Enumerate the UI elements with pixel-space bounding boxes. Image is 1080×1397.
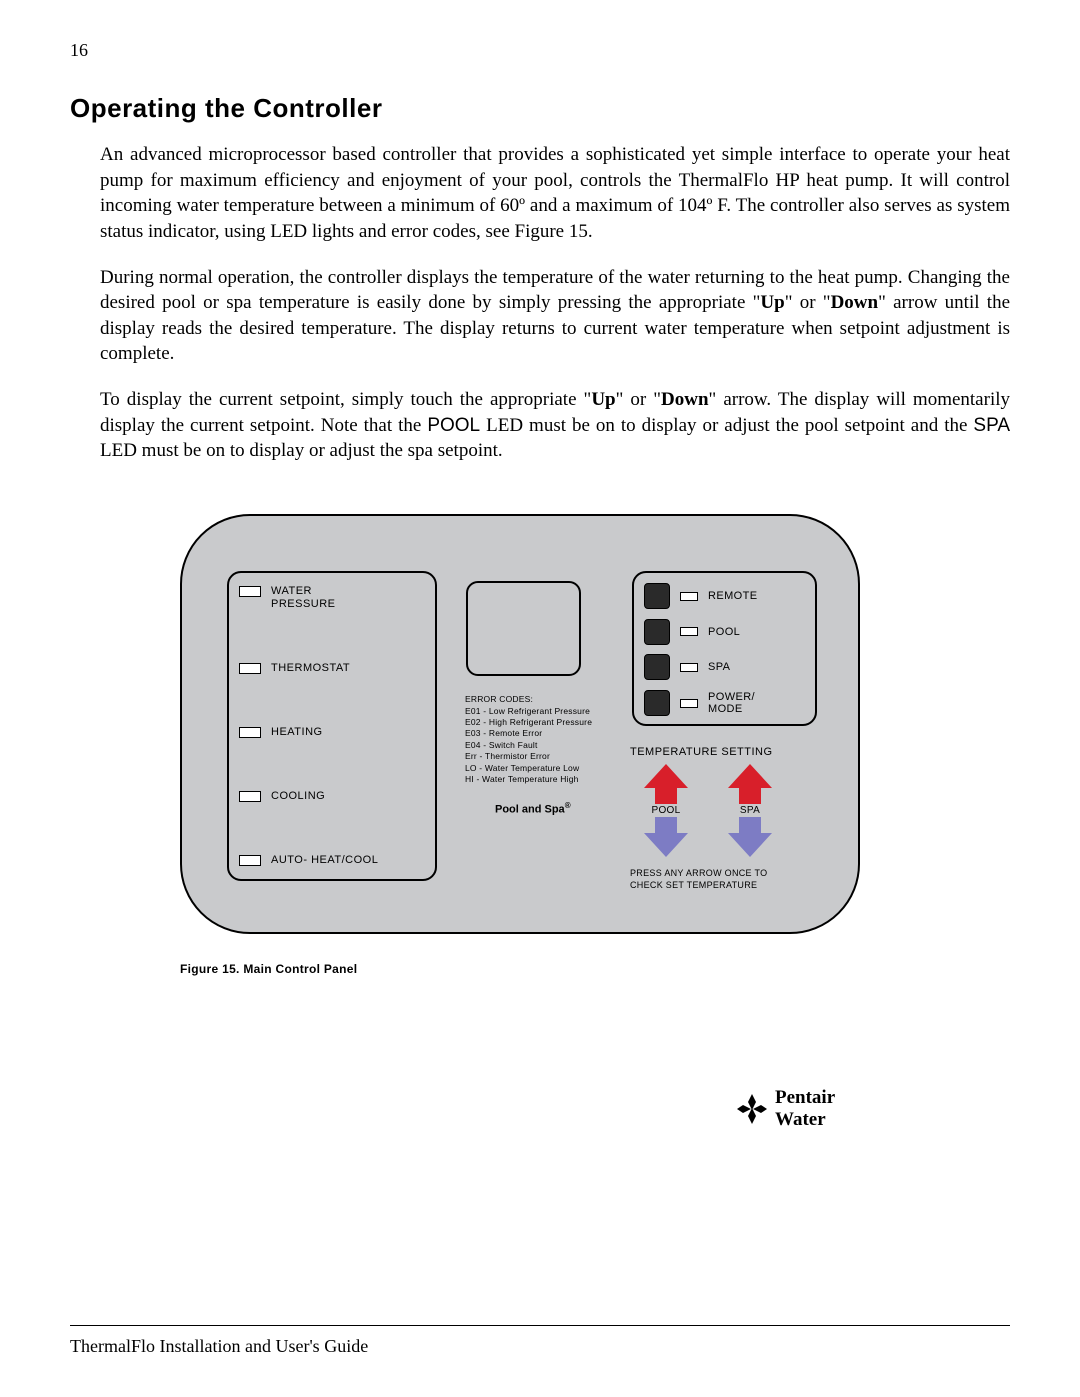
p2-b: " or " [785,292,831,313]
p3-e: LED must be on to display or adjust the … [100,440,503,461]
button-row-spa: SPA [644,654,805,680]
pentair-icon [735,1092,769,1126]
error-code-line: E01 - Low Refrigerant Pressure [465,706,592,717]
button-row-remote: REMOTE [644,583,805,609]
remote-button[interactable] [644,583,670,609]
led-label: AUTO- HEAT/COOL [271,854,378,867]
button-label: SPA [708,661,730,673]
led-indicator [680,663,698,672]
paragraph-1: An advanced microprocessor based control… [70,142,1010,245]
lcd-display [466,581,581,676]
led-row-thermostat: THERMOSTAT [239,662,425,675]
p3-pool: POOL [427,415,480,436]
led-indicator [239,727,261,738]
setnote-line2: CHECK SET TEMPERATURE [630,880,767,892]
set-temperature-note: PRESS ANY ARROW ONCE TO CHECK SET TEMPER… [630,868,767,891]
figure-caption: Figure 15. Main Control Panel [180,962,860,976]
led-label: COOLING [271,790,325,803]
led-indicator [680,699,698,708]
p3-down: Down [661,389,709,410]
setnote-line1: PRESS ANY ARROW ONCE TO [630,868,767,880]
footer-text: ThermalFlo Installation and User's Guide [70,1336,1010,1357]
paragraph-2: During normal operation, the controller … [70,265,1010,368]
brand-logo: Pentair Water Pool and Spa® [455,799,571,816]
temperature-setting-label: TEMPERATURE SETTING [630,746,773,758]
p2-up: Up [760,292,784,313]
temperature-arrows: POOL SPA [644,764,772,857]
page-footer: ThermalFlo Installation and User's Guide [70,1325,1010,1357]
led-indicator [239,663,261,674]
spa-arrow-column: SPA [728,764,772,857]
button-label: POWER/ MODE [708,691,755,715]
led-indicator [680,627,698,636]
error-codes-list: ERROR CODES: E01 - Low Refrigerant Press… [465,694,592,786]
led-row-water-pressure: WATER PRESSURE [239,585,425,611]
error-code-line: Err - Thermistor Error [465,751,592,762]
control-panel: WATER PRESSURE THERMOSTAT HEATING COOLIN… [180,514,860,934]
led-indicator [239,586,261,597]
section-title: Operating the Controller [70,93,1010,124]
footer-rule [70,1325,1010,1326]
led-row-heating: HEATING [239,726,425,739]
led-row-cooling: COOLING [239,790,425,803]
error-code-line: E04 - Switch Fault [465,740,592,751]
led-row-auto: AUTO- HEAT/COOL [239,854,425,867]
logo-sub-text: Pool and Spa® [455,801,571,816]
mode-button-box: REMOTE POOL SPA POWER/ MODE [632,571,817,726]
spa-up-arrow[interactable] [728,764,772,804]
p3-a: To display the current setpoint, simply … [100,389,591,410]
arrow-label: POOL [652,805,681,816]
p3-up: Up [591,389,615,410]
led-label: WATER PRESSURE [271,585,336,611]
error-code-line: LO - Water Temperature Low [465,763,592,774]
status-led-box: WATER PRESSURE THERMOSTAT HEATING COOLIN… [227,571,437,881]
led-label: HEATING [271,726,323,739]
logo-main-text: Pentair Water [775,1087,835,1131]
p3-d: LED must be on to display or adjust the … [480,415,973,436]
button-row-power: POWER/ MODE [644,690,805,716]
paragraph-3: To display the current setpoint, simply … [70,387,1010,464]
button-label: REMOTE [708,590,757,602]
led-indicator [239,855,261,866]
error-code-line: E03 - Remote Error [465,728,592,739]
button-row-pool: POOL [644,619,805,645]
error-code-line: HI - Water Temperature High [465,774,592,785]
pool-arrow-column: POOL [644,764,688,857]
p2-down: Down [831,292,879,313]
error-codes-header: ERROR CODES: [465,694,592,705]
error-code-line: E02 - High Refrigerant Pressure [465,717,592,728]
page-number: 16 [70,40,1010,61]
spa-button[interactable] [644,654,670,680]
arrow-label: SPA [740,805,760,816]
led-label: THERMOSTAT [271,662,350,675]
led-indicator [239,791,261,802]
figure-container: WATER PRESSURE THERMOSTAT HEATING COOLIN… [180,514,860,976]
p3-b: " or " [616,389,661,410]
pool-button[interactable] [644,619,670,645]
pool-down-arrow[interactable] [644,817,688,857]
button-label: POOL [708,626,740,638]
pool-up-arrow[interactable] [644,764,688,804]
p3-spa: SPA [973,415,1010,436]
spa-down-arrow[interactable] [728,817,772,857]
led-indicator [680,592,698,601]
power-mode-button[interactable] [644,690,670,716]
